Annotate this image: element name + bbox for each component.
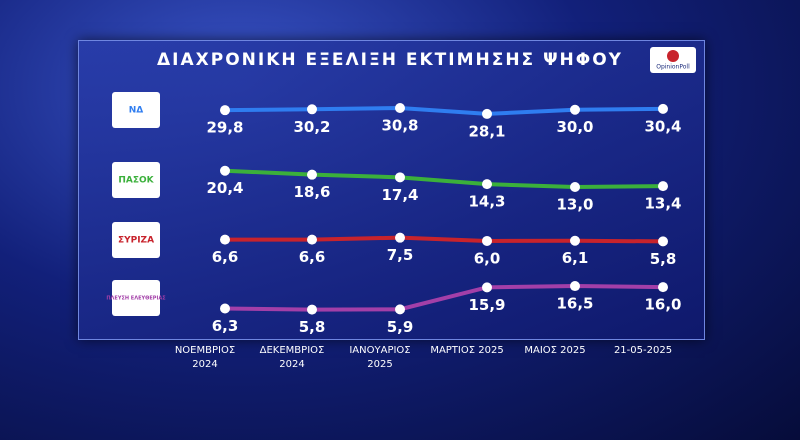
party-logo <box>112 162 160 198</box>
value-label: 17,4 <box>381 186 418 204</box>
chart-panel <box>78 40 705 340</box>
value-label: 29,8 <box>206 119 243 137</box>
value-label: 16,0 <box>644 296 681 314</box>
value-label: 6,6 <box>212 248 239 266</box>
value-label: 30,8 <box>381 116 418 134</box>
value-label: 6,1 <box>562 249 589 267</box>
value-label: 13,4 <box>644 195 681 213</box>
party-logo <box>112 280 160 316</box>
x-tick-label: 21-05-2025 <box>613 345 673 356</box>
legend-label: ΝΔ <box>129 106 144 116</box>
value-label: 5,8 <box>299 318 326 336</box>
point <box>220 165 230 176</box>
party-logo <box>112 222 160 258</box>
x-tick-label: ΙΑΝΟΥΑΡΙΟΣ 2025 <box>349 345 411 370</box>
value-label: 5,8 <box>650 250 677 268</box>
value-label: 6,0 <box>474 249 501 267</box>
point <box>570 281 580 292</box>
x-tick-label: ΝΟΕΜΒΡΙΟΣ 2024 <box>174 345 236 370</box>
point <box>482 179 492 190</box>
value-label: 7,5 <box>387 246 414 264</box>
source-logo-icon <box>667 50 679 62</box>
point <box>570 104 580 115</box>
chart-title: ΔΙΑΧΡΟΝΙΚΗ ΕΞΕΛΙΞΗ ΕΚΤΙΜΗΣΗΣ ΨΗΦΟΥ <box>157 50 623 70</box>
point <box>307 104 317 115</box>
point <box>220 105 230 116</box>
point <box>307 304 317 315</box>
value-label: 14,3 <box>468 193 505 211</box>
value-label: 30,4 <box>644 117 681 135</box>
series-line <box>224 284 664 312</box>
value-label: 13,0 <box>556 196 593 214</box>
value-label: 6,3 <box>212 317 239 335</box>
value-label: 6,6 <box>299 248 326 266</box>
point <box>395 102 405 113</box>
point <box>570 235 580 246</box>
point <box>220 303 230 314</box>
value-label: 20,4 <box>206 179 243 197</box>
value-label: 28,1 <box>468 122 505 140</box>
legend-label: ΣΥΡΙΖΑ <box>118 236 154 246</box>
series-line <box>225 235 664 244</box>
value-label: 18,6 <box>293 183 330 201</box>
series-line <box>224 168 664 190</box>
value-label: 30,2 <box>293 118 330 136</box>
point <box>395 304 405 315</box>
point <box>395 172 405 183</box>
point <box>570 182 580 193</box>
point <box>658 103 668 114</box>
point <box>658 236 668 247</box>
point <box>307 234 317 245</box>
point <box>482 108 492 119</box>
x-tick-label: ΜΑΙΟΣ 2025 <box>524 345 586 356</box>
point <box>220 234 230 245</box>
source-label: OpinionPoll <box>656 64 690 71</box>
point <box>395 232 405 243</box>
point <box>658 181 668 192</box>
value-label: 15,9 <box>468 296 505 314</box>
series-line <box>224 105 664 116</box>
value-label: 30,0 <box>556 118 593 136</box>
value-label: 5,9 <box>387 318 414 336</box>
legend-label: ΠΛΕΥΣΗ ΕΛΕΥΘΕΡΙΑΣ <box>106 296 166 302</box>
point <box>482 282 492 293</box>
point <box>482 235 492 246</box>
point <box>658 282 668 293</box>
x-tick-label: ΔΕΚΕΜΒΡΙΟΣ 2024 <box>259 345 325 370</box>
point <box>307 169 317 180</box>
party-logo <box>112 92 160 128</box>
x-tick-label: ΜΑΡΤΙΟΣ 2025 <box>430 345 504 356</box>
value-label: 16,5 <box>556 295 593 313</box>
legend-label: ΠΑΣΟΚ <box>118 176 154 186</box>
